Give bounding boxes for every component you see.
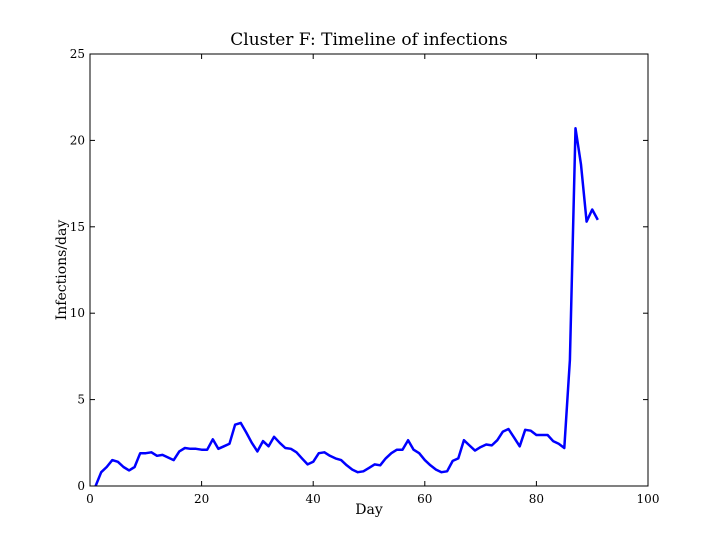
x-tick-label: 100 xyxy=(637,492,660,506)
axis-ticks: 0 20 40 60 80 100 0 5 10 15 20 25 xyxy=(70,47,660,506)
x-tick-label: 80 xyxy=(529,492,544,506)
chart-title: Cluster F: Timeline of infections xyxy=(230,30,507,50)
plot-frame xyxy=(89,53,649,487)
x-tick-label: 0 xyxy=(86,492,94,506)
x-axis-label: Day xyxy=(355,502,383,518)
y-axis-label: Infections/day xyxy=(54,220,70,321)
y-tick-label: 25 xyxy=(70,47,85,61)
series-line xyxy=(94,127,599,487)
x-tick-label: 40 xyxy=(306,492,321,506)
y-tick-label: 10 xyxy=(70,306,85,320)
series-group xyxy=(94,127,599,487)
x-tick-label: 60 xyxy=(417,492,432,506)
y-tick-label: 20 xyxy=(70,133,85,147)
y-tick-label: 15 xyxy=(70,220,85,234)
y-tick-label: 5 xyxy=(77,393,85,407)
y-tick-label: 0 xyxy=(77,479,85,493)
x-tick-label: 20 xyxy=(194,492,209,506)
